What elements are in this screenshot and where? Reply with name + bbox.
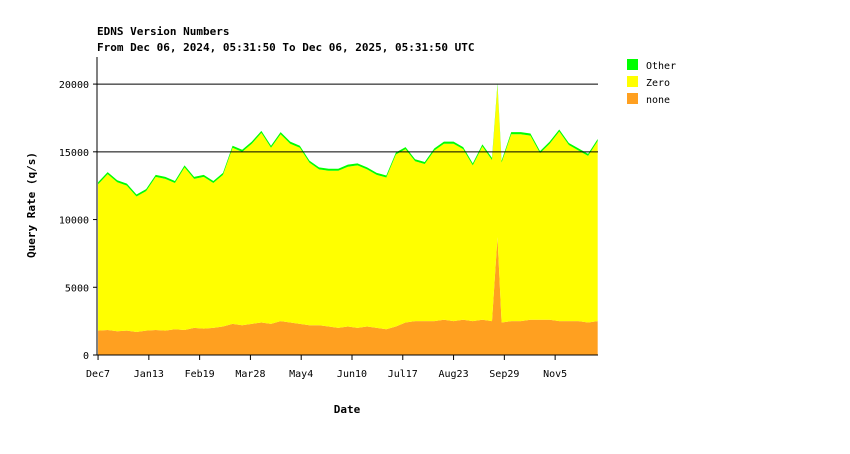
y-tick-label: 15000 xyxy=(59,148,89,159)
x-tick-label: Nov5 xyxy=(543,369,567,380)
x-tick-label: Jul17 xyxy=(388,369,418,380)
chart-title: EDNS Version Numbers xyxy=(97,25,229,38)
legend-swatch-none xyxy=(627,93,638,104)
y-tick-label: 10000 xyxy=(59,216,89,227)
x-tick-label: Feb19 xyxy=(185,369,215,380)
y-tick-label: 20000 xyxy=(59,80,89,91)
legend-swatch-other xyxy=(627,59,638,70)
series-area-none xyxy=(98,237,598,355)
x-axis-label: Date xyxy=(334,403,361,416)
series-area-zero xyxy=(98,85,598,332)
x-tick-label: May4 xyxy=(289,369,313,380)
x-axis: Dec7 Jan13 Feb19 Mar28 May4 Jun10 Jul17 Aug23 Se… xyxy=(86,354,598,380)
legend: Other Zero none xyxy=(627,59,676,106)
y-tick-label: 5000 xyxy=(65,283,89,294)
legend-label-other: Other xyxy=(646,61,676,72)
x-tick-label: Mar28 xyxy=(235,369,265,380)
legend-label-none: none xyxy=(646,95,670,106)
x-tick-label: Dec7 xyxy=(86,369,110,380)
legend-swatch-zero xyxy=(627,76,638,87)
chart-subtitle: From Dec 06, 2024, 05:31:50 To Dec 06, 2… xyxy=(97,41,475,54)
plot-area xyxy=(97,83,598,355)
y-axis-label: Query Rate (q/s) xyxy=(25,152,38,258)
x-tick-label: Jun10 xyxy=(337,369,367,380)
x-tick-label: Aug23 xyxy=(439,369,469,380)
x-tick-label: Jan13 xyxy=(134,369,164,380)
legend-label-zero: Zero xyxy=(646,78,670,89)
x-tick-label: Sep29 xyxy=(489,369,519,380)
y-tick-label: 0 xyxy=(83,351,89,362)
y-axis: 0 5000 10000 15000 20000 xyxy=(59,57,98,362)
